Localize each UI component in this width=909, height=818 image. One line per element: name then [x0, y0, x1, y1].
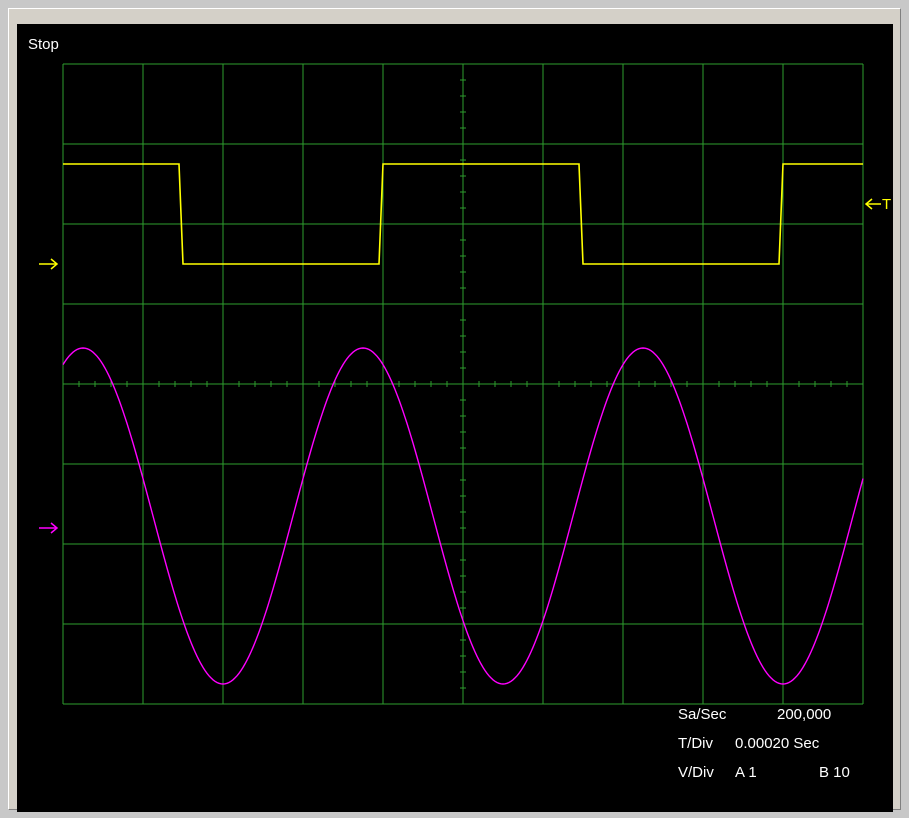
channel-b-ground-marker — [39, 522, 59, 534]
sample-rate-value: 200,000 — [777, 706, 832, 723]
oscilloscope-screen: T Stop Sa/Sec 200,000 T/Div 0.00020 Sec … — [17, 24, 893, 812]
trigger-level-marker: T — [864, 196, 891, 213]
channel-a-trace — [63, 163, 863, 265]
trigger-label: T — [882, 196, 891, 213]
run-status-label: Stop — [28, 36, 59, 53]
channel-b-trace — [62, 347, 864, 685]
sample-rate-label: Sa/Sec — [678, 706, 727, 723]
time-per-div-label: T/Div — [678, 735, 713, 752]
volts-per-div-a: A 1 — [735, 764, 757, 781]
volts-per-div-label: V/Div — [678, 764, 714, 781]
volts-per-div-b: B 10 — [819, 764, 850, 781]
scope-plot: T — [39, 63, 891, 705]
time-per-div-value: 0.00020 Sec — [735, 735, 820, 752]
channel-a-ground-marker — [39, 258, 59, 270]
